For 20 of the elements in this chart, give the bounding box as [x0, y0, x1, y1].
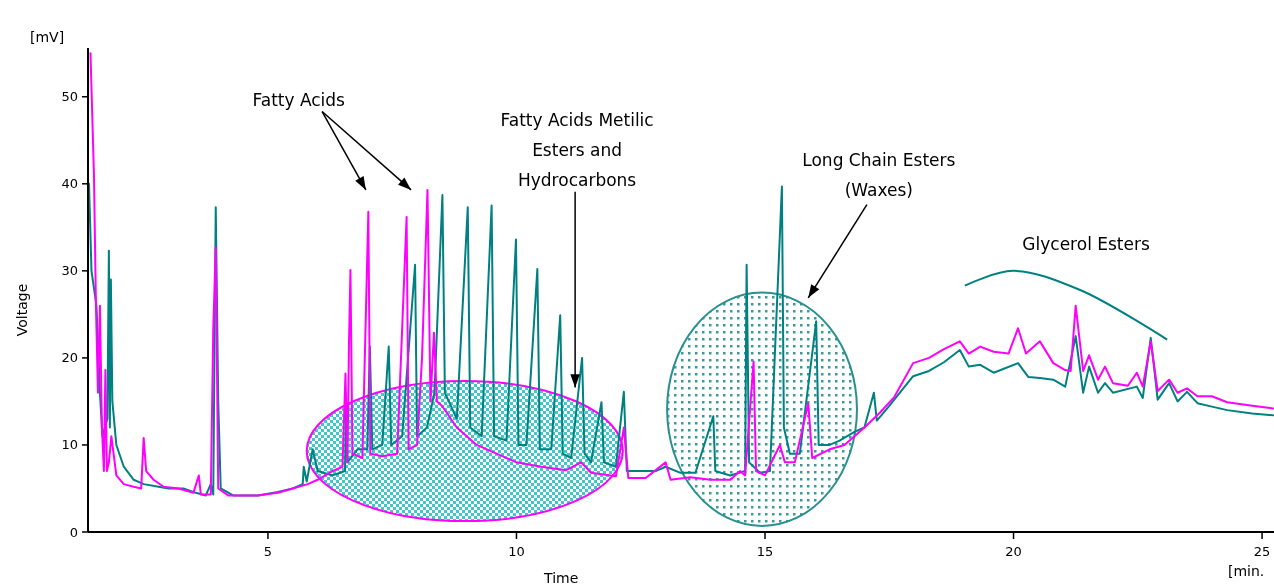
annotation: Long Chain Esters (Waxes) — [802, 150, 956, 201]
x-tick-label: 5 — [263, 544, 273, 559]
y-tick-label: 10 — [61, 437, 78, 453]
x-axis-title: Time — [543, 570, 579, 586]
annotation: Fatty Acids Metilic Esters and Hydrocarbons — [500, 110, 654, 191]
text: [mV] — [30, 29, 65, 45]
x-tick-label: 25 — [1253, 544, 1271, 559]
y-tick-label: 20 — [61, 350, 78, 366]
line-series — [89, 52, 1274, 497]
y-tick-label: 30 — [61, 263, 78, 279]
text: [min. — [1228, 563, 1265, 579]
y-tick-label: 40 — [61, 176, 78, 192]
x-tick-label: 20 — [1005, 544, 1022, 559]
x-tick-label: 10 — [508, 544, 525, 559]
x-tick-label: 15 — [756, 544, 774, 559]
y-tick-label: 50 — [61, 89, 78, 105]
annotation: Glycerol Esters — [1022, 233, 1150, 254]
y-axis-title: Voltage — [14, 283, 30, 337]
y-tick-label: 0 — [69, 524, 78, 540]
annotation: Fatty Acids — [252, 90, 346, 111]
